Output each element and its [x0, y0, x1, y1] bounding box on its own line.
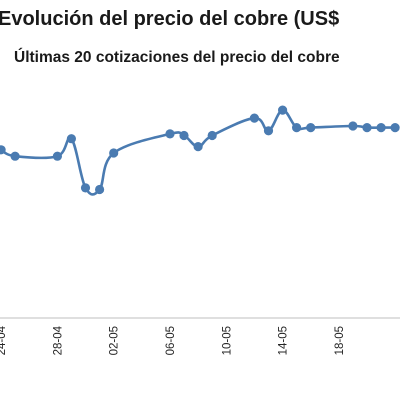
data-point	[165, 129, 175, 139]
series-line	[0, 108, 397, 196]
data-point	[348, 121, 358, 131]
x-tick-label: 14-05	[278, 326, 290, 355]
data-point	[80, 183, 91, 193]
data-point	[0, 145, 6, 155]
chart-subtitle: Últimas 20 cotizaciones del precio del c…	[14, 48, 340, 66]
data-point	[390, 123, 400, 133]
data-point	[66, 134, 76, 144]
data-point	[207, 130, 217, 141]
data-point	[95, 184, 105, 195]
x-tick-label: 18-05	[334, 326, 346, 355]
data-point	[193, 142, 203, 152]
data-point	[10, 151, 20, 161]
x-tick-label: 02-05	[109, 326, 121, 355]
data-point	[306, 123, 316, 133]
data-point	[249, 113, 259, 123]
data-point	[263, 126, 274, 136]
data-point	[362, 123, 372, 133]
x-tick-label: 24-04	[0, 325, 8, 355]
data-point	[278, 105, 288, 115]
x-axis-ticks: 24-04 28-04 02-05 06-05 10-05 14-05 18-05	[0, 325, 346, 355]
chart-title: Evolución del precio del cobre (US$	[0, 8, 339, 30]
x-tick-label: 28-04	[52, 325, 64, 355]
data-point	[52, 151, 63, 161]
x-tick-label: 06-05	[165, 326, 177, 355]
data-point	[376, 123, 386, 133]
data-point	[292, 123, 302, 133]
x-tick-label: 10-05	[221, 326, 233, 355]
data-point	[109, 148, 119, 158]
data-point	[179, 130, 189, 141]
data-points	[0, 105, 400, 195]
